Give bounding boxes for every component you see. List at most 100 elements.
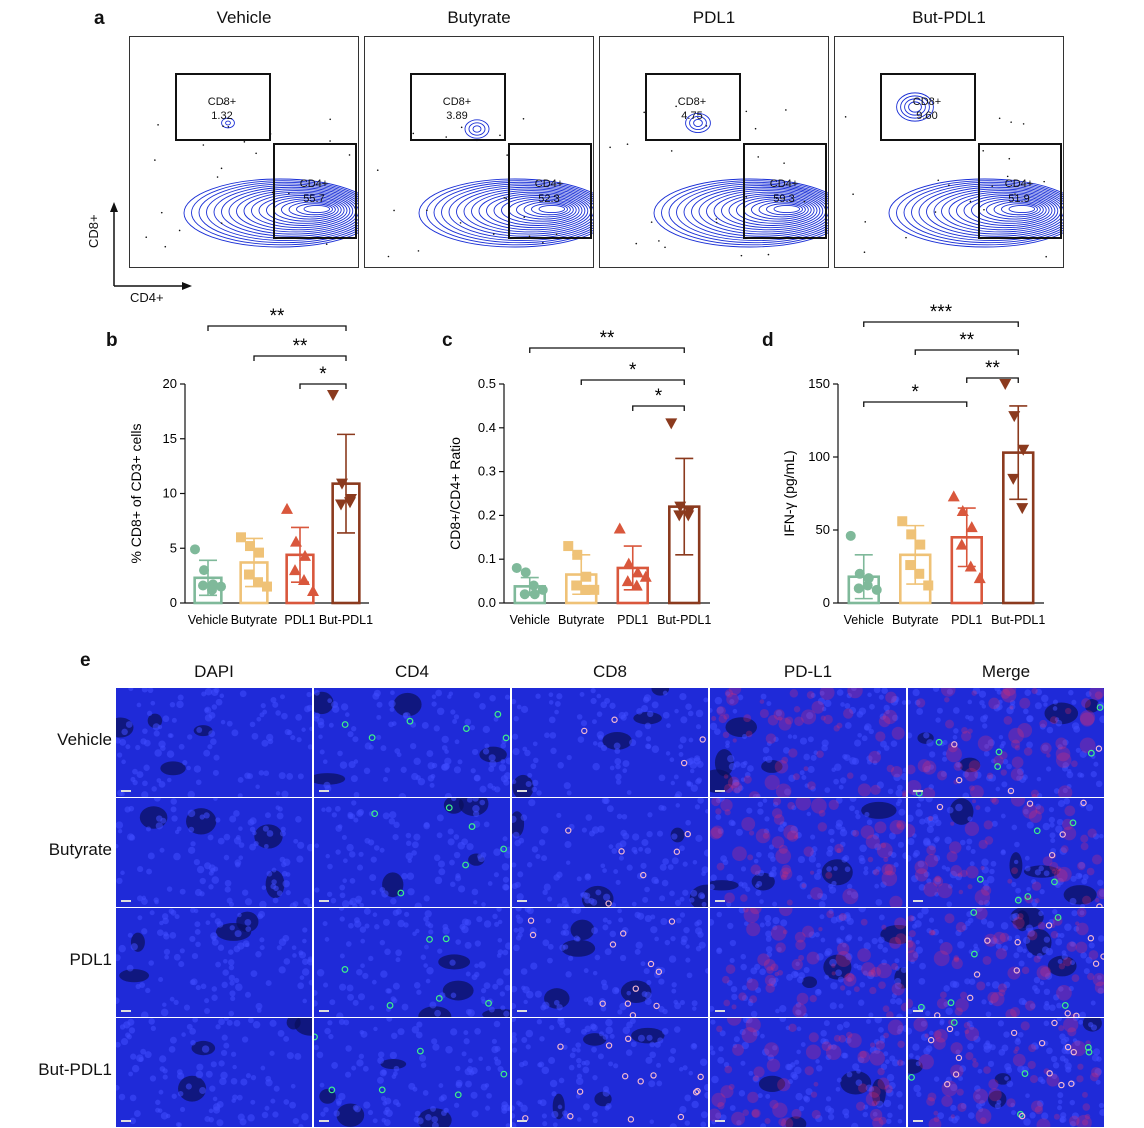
cd4-gate	[743, 143, 827, 239]
cd4-contour-line	[911, 183, 1063, 241]
event-dot	[325, 243, 328, 245]
event-dot	[905, 236, 907, 239]
data-point	[327, 389, 339, 401]
y-tick-label: 5	[170, 540, 177, 555]
y-axis-label: CD8+/CD4+ Ratio	[447, 437, 463, 550]
cd8-gate	[880, 73, 976, 141]
data-point	[335, 499, 347, 511]
event-dot	[220, 167, 223, 170]
significance-bracket: ***	[863, 302, 1019, 327]
scale-bar	[715, 790, 725, 792]
cd8-gate-label: 4.75	[681, 110, 702, 122]
scale-bar	[517, 900, 527, 902]
cd4-contour-line	[296, 203, 333, 216]
cd4-gate-label: 59.3	[773, 193, 794, 205]
cd8-contour-line	[689, 116, 707, 130]
chart-svg: 0 5 10 15 20 % CD8+ of CD3+ cells Vehicle Butyr…	[128, 306, 373, 627]
event-dot	[991, 185, 994, 187]
panel-label-b: b	[106, 330, 118, 351]
cd4-contour-line	[478, 191, 589, 231]
scale-bar	[319, 1120, 329, 1122]
cd4-contour-line	[463, 188, 593, 235]
bar-chart-b: 0 5 10 15 20 % CD8+ of CD3+ cells Vehicle Butyr…	[0, 300, 380, 640]
x-tick-label: PDL1	[617, 613, 648, 627]
if-tile-but-pdl1-dapi	[116, 1018, 312, 1127]
event-dot	[503, 197, 506, 199]
event-dot	[745, 196, 748, 198]
event-dot	[506, 154, 508, 156]
significance-bracket: **	[966, 358, 1019, 383]
data-point	[344, 497, 356, 509]
data-point	[198, 580, 208, 591]
event-dot	[492, 233, 495, 235]
panel-label-e: e	[80, 650, 91, 671]
cd4-contour-line	[531, 203, 568, 216]
significance-stars: **	[985, 358, 1000, 379]
data-point	[897, 516, 908, 527]
data-point	[665, 418, 678, 430]
flow-axes-arrows	[110, 202, 192, 290]
cd4-contour-line	[288, 201, 336, 218]
cd4-contour-line	[956, 193, 1056, 229]
data-point	[254, 547, 264, 558]
y-tick-label: 0.2	[478, 507, 496, 522]
data-point	[589, 584, 600, 595]
x-tick-label: Butyrate	[231, 613, 278, 627]
data-point	[581, 571, 592, 582]
cd4-gate-label: 55.7	[303, 193, 324, 205]
cd4-gate	[978, 143, 1062, 239]
event-dot	[348, 154, 351, 156]
data-point	[207, 584, 217, 595]
data-point	[854, 568, 865, 579]
cd4-contour-line	[486, 193, 586, 229]
if-tile-vehicle-merge	[908, 688, 1104, 797]
event-dot	[969, 200, 972, 203]
cd8-gate-label: CD8+	[913, 96, 941, 108]
event-dot	[767, 253, 770, 256]
cd4-contour-line	[516, 199, 574, 220]
data-point	[964, 560, 977, 572]
if-tile-butyrate-cd4	[314, 798, 510, 907]
data-point	[965, 521, 978, 533]
event-dot	[715, 218, 718, 220]
cd4-contour-line	[896, 180, 1063, 246]
if-column-pd-l1: PD-L1	[783, 662, 833, 681]
scale-bar	[913, 790, 923, 792]
data-point	[673, 510, 686, 522]
event-dot	[626, 143, 629, 145]
if-row-butyrate: Butyrate	[48, 840, 112, 859]
data-point	[613, 522, 626, 534]
if-tile-pdl1-cd8	[512, 908, 708, 1017]
cd4-contour-line	[933, 188, 1063, 235]
event-dot	[178, 229, 181, 232]
event-dot	[609, 146, 611, 149]
event-dot	[803, 200, 806, 203]
bar-chart-d: 0 50 100 150 IFN-γ (pg/mL) Vehicle Butyrate PDL…	[740, 300, 1120, 640]
cd4-contour-line	[926, 186, 1063, 237]
event-dot	[154, 159, 156, 161]
significance-bracket: **	[253, 336, 347, 361]
x-tick-label: PDL1	[951, 613, 982, 627]
event-dot	[775, 197, 778, 199]
data-point	[236, 532, 246, 543]
data-point	[511, 562, 522, 573]
cd8-gate-label: CD8+	[678, 96, 706, 108]
cd4-contour-line	[198, 181, 358, 244]
significance-stars: *	[655, 386, 663, 407]
data-point	[537, 584, 548, 595]
if-tile-vehicle-cd8	[512, 688, 708, 797]
cd4-contour-line	[523, 201, 571, 218]
data-point	[973, 572, 986, 584]
data-point	[631, 566, 644, 578]
significance-bracket: *	[580, 360, 685, 385]
event-dot	[426, 209, 428, 212]
chart-svg: 0 50 100 150 IFN-γ (pg/mL) Vehicle Butyrate PDL…	[781, 302, 1045, 627]
event-dot	[288, 192, 290, 195]
event-dot	[220, 222, 223, 224]
cd4-contour-line	[258, 195, 348, 226]
cd8-gate-label: 3.89	[446, 110, 467, 122]
scale-bar	[913, 1120, 923, 1122]
significance-bracket: *	[863, 382, 968, 407]
cd4-contour-line	[281, 199, 339, 220]
data-point	[580, 584, 591, 595]
